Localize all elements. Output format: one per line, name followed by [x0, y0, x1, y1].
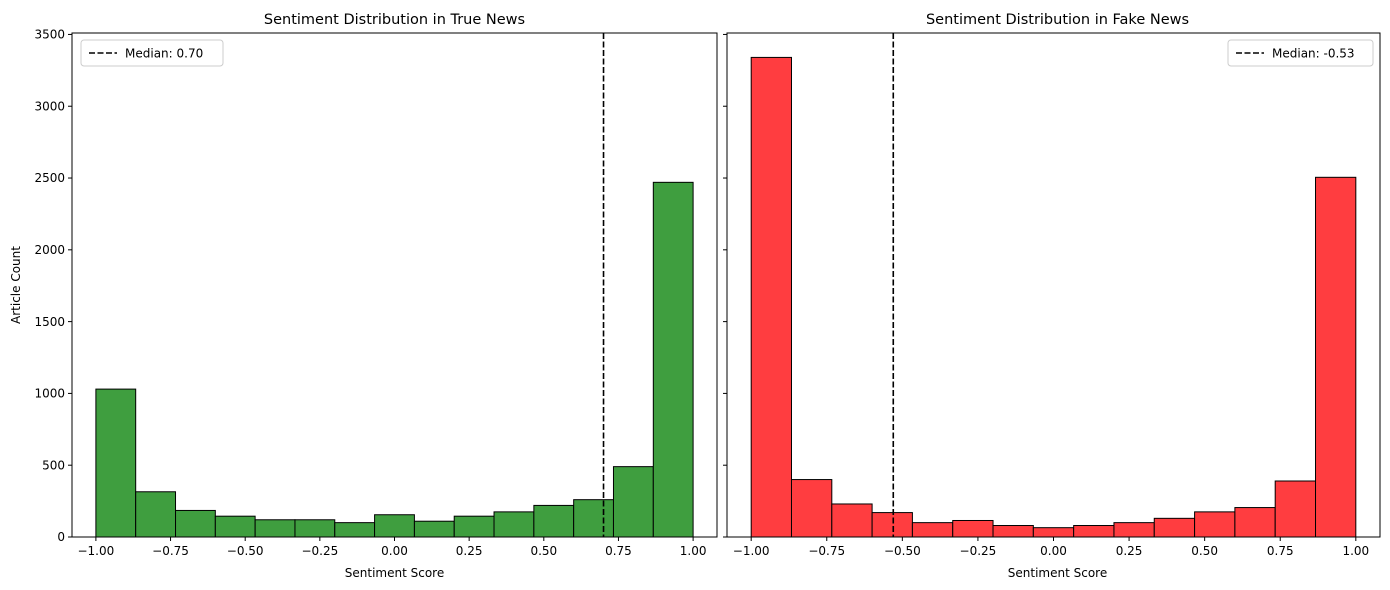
- histogram-bar: [992, 525, 1034, 538]
- x-tick-label: −0.50: [227, 544, 264, 558]
- y-tick-label: 1500: [34, 315, 65, 329]
- histogram-bar: [1032, 527, 1075, 538]
- histogram-bar: [573, 499, 614, 538]
- legend-box: [80, 39, 224, 67]
- y-axis-label: Article Count: [9, 246, 23, 324]
- x-tick-label: 0.00: [1040, 544, 1067, 558]
- histogram-bar: [533, 504, 575, 538]
- x-tick-label: 1.00: [680, 544, 707, 558]
- legend-box: [1227, 39, 1374, 67]
- y-tick-label: 1000: [34, 387, 65, 401]
- y-tick-label: 2000: [34, 243, 65, 257]
- x-tick-label: 0.25: [1116, 544, 1143, 558]
- x-tick-label: −0.25: [301, 544, 338, 558]
- histogram-bar: [135, 491, 177, 538]
- x-tick-label: 0.75: [1267, 544, 1294, 558]
- histogram-bar: [453, 515, 495, 538]
- x-tick-label: 0.75: [605, 544, 632, 558]
- x-tick-label: −1.00: [733, 544, 770, 558]
- histogram-bar: [790, 479, 833, 538]
- histogram-bar: [175, 509, 216, 538]
- histogram-bar: [214, 515, 256, 538]
- x-tick-label: −0.50: [884, 544, 921, 558]
- histogram-bar: [254, 519, 296, 538]
- y-ticks-group: [723, 33, 727, 538]
- histogram-bar: [294, 519, 336, 538]
- plot-frame: [71, 32, 718, 538]
- histogram-bar: [334, 522, 376, 538]
- histogram-bar: [1315, 176, 1357, 538]
- legend: Median: -0.53: [1227, 39, 1374, 67]
- x-tick-label: −0.75: [808, 544, 845, 558]
- histogram-bar: [652, 181, 694, 538]
- y-ticks-group: 0 500 1000 1500 2000 2500 3000 3500: [34, 28, 72, 544]
- histogram-bar: [1194, 511, 1236, 538]
- legend-label: Median: 0.70: [125, 47, 203, 61]
- x-ticks-group: −1.00 −0.75 −0.50 −0.25 0.00 0.25 0.50 0.75 1.00: [77, 537, 706, 558]
- histogram-bar: [750, 56, 792, 538]
- y-tick-label: 500: [42, 458, 65, 472]
- y-tick-label: 2500: [34, 171, 65, 185]
- legend: Median: 0.70: [80, 39, 224, 67]
- histogram-bar: [871, 512, 913, 538]
- x-tick-label: 0.50: [1191, 544, 1218, 558]
- y-tick-label: 3500: [34, 28, 65, 42]
- histogram-bar: [911, 522, 954, 538]
- x-tick-label: 0.50: [530, 544, 557, 558]
- histogram-bar: [952, 519, 994, 538]
- subplot-true-news: Sentiment Distribution in True News −1.0…: [9, 12, 718, 580]
- histogram-bar: [1274, 480, 1317, 538]
- x-tick-label: 1.00: [1342, 544, 1369, 558]
- x-tick-label: −0.75: [152, 544, 189, 558]
- histogram-bar: [612, 466, 654, 538]
- y-tick-label: 3000: [34, 99, 65, 113]
- x-ticks-group: −1.00 −0.75 −0.50 −0.25 0.00 0.25 0.50 0.75 1.00: [733, 537, 1369, 558]
- bars-group: [95, 181, 694, 538]
- chart-title: Sentiment Distribution in Fake News: [926, 12, 1189, 28]
- x-axis-label: Sentiment Score: [345, 566, 444, 580]
- histogram-bar: [95, 388, 137, 538]
- histogram-bar: [1113, 522, 1155, 538]
- histogram-bar: [1153, 517, 1196, 538]
- x-tick-label: 0.00: [381, 544, 408, 558]
- x-axis-label: Sentiment Score: [1008, 566, 1107, 580]
- histogram-bar: [493, 511, 535, 538]
- legend-label: Median: -0.53: [1272, 47, 1355, 61]
- x-tick-label: 0.25: [456, 544, 483, 558]
- histogram-bar: [374, 514, 415, 538]
- bars-group: [750, 56, 1357, 538]
- histogram-bar: [831, 503, 873, 538]
- x-tick-label: −1.00: [77, 544, 114, 558]
- chart-title: Sentiment Distribution in True News: [264, 12, 525, 28]
- x-tick-label: −0.25: [960, 544, 997, 558]
- histogram-bar: [1073, 525, 1115, 538]
- histogram-bar: [1234, 507, 1276, 538]
- histogram-bar: [413, 520, 455, 538]
- plot-frame: [726, 32, 1381, 538]
- subplot-fake-news: Sentiment Distribution in Fake News −1.0…: [723, 12, 1381, 580]
- y-tick-label: 0: [57, 530, 65, 544]
